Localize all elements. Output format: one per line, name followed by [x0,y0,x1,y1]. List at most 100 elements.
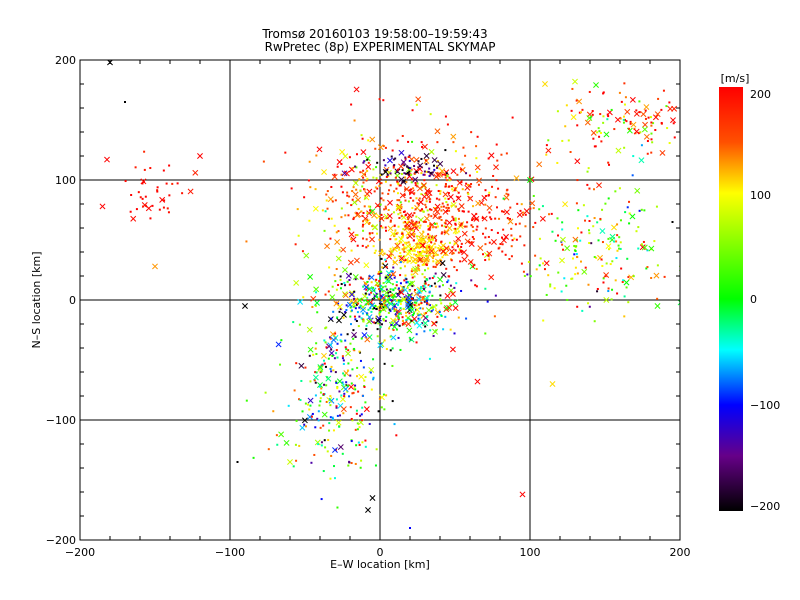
data-point [338,310,341,313]
data-point [394,238,397,241]
data-point [448,209,451,212]
data-point [348,195,351,198]
data-point [363,406,370,413]
data-point [336,385,339,388]
data-point [415,341,418,344]
data-point [405,181,408,184]
data-point [329,477,332,480]
data-point [340,216,343,219]
data-point [366,286,373,293]
data-point [432,249,435,252]
data-point [396,168,399,171]
data-point [557,234,560,237]
data-point [440,209,443,212]
data-point [346,390,349,393]
data-point [635,109,638,112]
data-point [350,417,353,420]
data-point [551,230,554,233]
data-point [407,220,410,223]
data-point [342,153,349,160]
data-point [324,341,327,344]
data-point [402,234,405,237]
data-point [335,406,338,409]
data-point [419,252,422,255]
data-point [523,244,526,247]
data-point [399,261,402,264]
data-point [426,303,429,306]
data-point [428,304,431,307]
data-point [576,305,579,308]
data-point [411,276,414,279]
data-point [371,307,374,310]
data-point [397,301,400,304]
data-point [405,319,408,322]
data-point [368,275,371,278]
data-point [410,270,413,273]
data-point [393,320,400,327]
data-point [314,439,321,446]
data-point [437,276,444,283]
data-point [461,188,464,191]
data-point [420,237,427,244]
data-point [576,124,579,127]
data-point [580,231,583,234]
data-point [327,217,330,220]
data-point [527,260,530,263]
data-point [443,225,446,228]
data-point [524,225,527,228]
data-point [457,245,460,248]
data-point [365,312,368,315]
data-point [570,109,573,112]
data-point [649,116,652,119]
data-point [383,305,386,308]
data-point [472,230,475,233]
data-point [380,197,383,200]
data-point [440,248,447,255]
data-point [419,313,422,316]
data-point [339,339,342,342]
data-point [441,173,444,176]
data-point [584,119,591,126]
data-point [130,215,137,222]
y-tick-label: 100 [55,174,76,187]
data-point [434,309,441,316]
data-point [372,168,375,171]
data-point [643,209,646,212]
data-point [420,182,427,189]
data-point [446,123,449,126]
data-point [414,246,417,249]
data-point [438,198,441,201]
data-point [407,218,410,221]
data-point [421,143,428,150]
data-point [363,205,366,208]
data-point [611,288,614,291]
data-point [668,142,671,145]
x-tick-label: 200 [670,546,691,559]
data-point [329,343,332,346]
data-point [379,203,382,206]
data-point [422,230,425,233]
data-point [598,130,601,133]
data-point [415,220,418,223]
data-point [381,226,384,229]
data-point [387,192,390,195]
data-point [340,246,347,253]
data-point [455,195,462,202]
data-point [415,197,418,200]
data-point [424,159,427,162]
data-point [304,402,307,405]
data-point [386,213,393,219]
data-point [620,100,623,103]
data-point [382,145,385,148]
data-point [390,230,397,237]
data-point [387,225,394,232]
data-point [431,226,434,229]
data-point [520,262,523,265]
data-point [519,491,526,498]
data-point [442,205,445,208]
data-point [366,158,369,161]
data-point [393,235,396,238]
data-point [349,342,352,345]
data-point [371,297,374,300]
data-point [466,254,469,257]
